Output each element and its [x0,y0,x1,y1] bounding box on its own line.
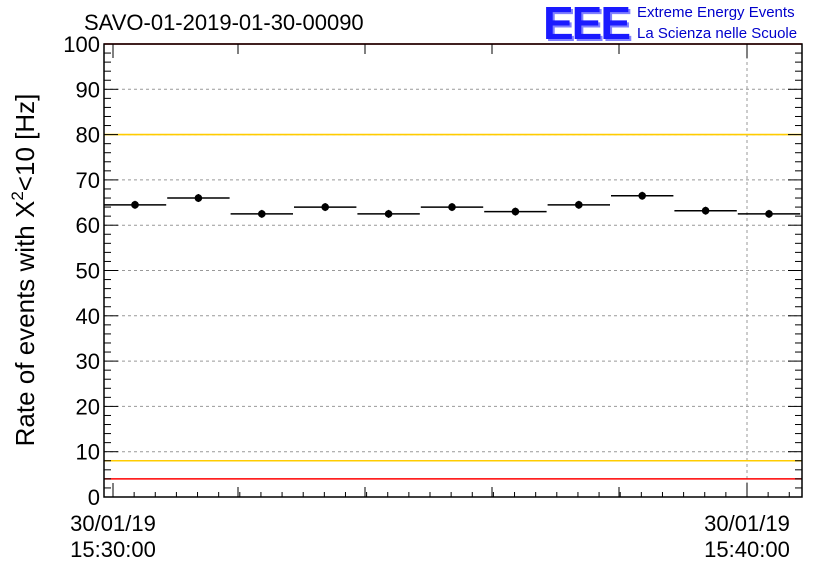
y-tick-label: 0 [88,485,100,510]
data-point [258,210,266,218]
y-tick-label: 100 [63,32,100,57]
y-tick-label: 50 [76,259,100,284]
y-tick-label: 90 [76,77,100,102]
data-point [511,207,520,216]
y-tick-label: 70 [76,168,100,193]
y-tick-label: 80 [76,123,100,148]
y-tick-label: 30 [76,349,100,374]
logo-line-1: Extreme Energy Events [637,4,795,21]
data-point [765,210,773,218]
data-point [575,201,583,209]
reference-lines [104,43,802,480]
x-end-time-label: 15:40:00 [704,537,790,562]
y-tick-labels: 0 10 20 30 40 50 60 70 80 90 100 [63,32,100,510]
data-point [321,203,330,211]
data-point [194,194,203,202]
data-point [131,201,139,209]
x-start-date-label: 30/01/19 [70,511,156,536]
y-tick-label: 40 [76,304,100,329]
y-tick-label: 20 [76,394,100,419]
y-tick-label: 10 [76,440,100,465]
data-point [638,191,646,200]
chart-title: SAVO-01-2019-01-30-00090 [84,10,364,35]
y-axis-label: Rate of events with X2<10 [Hz] [8,94,40,447]
axis-ticks [104,43,802,498]
data-point [448,203,456,211]
data-point [701,206,710,215]
logo-line-2: La Scienza nelle Scuole [637,25,798,42]
y-tick-label: 60 [76,213,100,238]
x-end-date-label: 30/01/19 [704,511,790,536]
data-points [103,191,801,218]
grid-lines [104,44,802,497]
x-start-time-label: 15:30:00 [70,537,156,562]
eee-logo: EEE [543,0,631,49]
data-point [384,210,393,218]
plot-frame [103,43,803,498]
